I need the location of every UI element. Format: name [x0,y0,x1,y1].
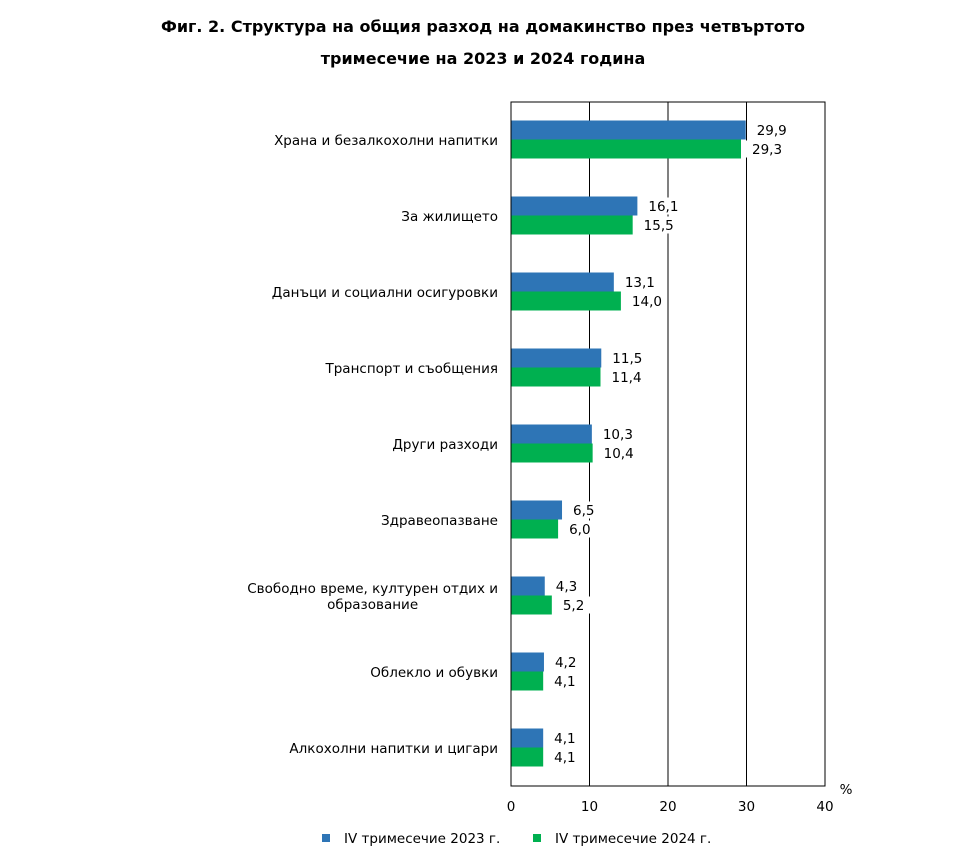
bar-s1-2 [511,291,621,311]
bar-s1-5 [511,519,559,539]
bar-label-bg-s1-2 [624,292,665,310]
bar-label-s1-4: 10,4 [604,446,634,462]
bar-label-s1-5: 6,0 [569,522,590,538]
x-tick-label-3: 30 [738,799,755,815]
bar-s0-3 [511,348,602,368]
bar-s0-5 [511,500,563,520]
category-label-4: Други разходи [392,437,498,453]
bar-s1-3 [511,367,601,387]
bar-label-bg-s0-3 [605,349,646,367]
bar-label-bg-s0-2 [617,273,658,291]
bar-s0-7 [511,652,544,672]
category-label-5: Здравеопазване [381,513,498,529]
category-label-6-line-1: образование [327,597,418,613]
category-label-2: Данъци и социални осигуровки [272,285,498,301]
legend-swatch-0 [322,834,330,842]
bar-label-s1-3: 11,4 [611,370,641,386]
chart-title-line-2: тримесечие на 2023 и 2024 година [320,49,646,68]
bar-label-s0-6: 4,3 [556,579,577,595]
bar-label-bg-s1-4 [596,444,637,462]
x-tick-label-1: 10 [581,799,598,815]
bar-s0-8 [511,728,544,748]
bar-s1-6 [511,595,552,615]
bar-label-s1-1: 15,5 [644,218,674,234]
x-tick-label-4: 40 [816,799,833,815]
bar-s1-7 [511,671,544,691]
legend-label-1: IV тримесечие 2024 г. [555,831,711,847]
bar-s1-4 [511,443,593,463]
bar-label-s1-0: 29,3 [752,142,782,158]
bar-s1-1 [511,215,633,235]
bar-label-s1-6: 5,2 [563,598,584,614]
bar-s1-0 [511,139,742,159]
bar-s0-2 [511,272,614,292]
bar-label-bg-s1-3 [604,368,645,386]
bar-label-s1-8: 4,1 [554,750,575,766]
category-label-6: Свободно време, културен отдих и [247,581,498,597]
bar-label-bg-s1-7 [547,672,588,690]
category-label-1: За жилището [401,209,498,225]
bar-label-bg-s1-8 [547,748,588,766]
bar-label-s0-7: 4,2 [555,655,576,671]
bar-s1-8 [511,747,544,767]
bar-label-bg-s0-6 [548,577,589,595]
bar-label-bg-s1-1 [636,216,677,234]
bar-label-s0-4: 10,3 [603,427,633,443]
bar-label-bg-s0-1 [641,197,682,215]
x-tick-label-2: 20 [659,799,676,815]
bar-label-s0-8: 4,1 [554,731,575,747]
bar-label-bg-s0-0 [749,121,790,139]
plot-area-border [510,101,826,787]
x-tick-label-0: 0 [507,799,516,815]
bar-label-bg-s1-0 [745,140,786,158]
bar-s0-0 [511,120,746,140]
legend-label-0: IV тримесечие 2023 г. [344,831,500,847]
bar-s0-6 [511,576,545,596]
category-label-7: Облекло и обувки [370,665,498,681]
bar-label-bg-s0-7 [547,653,588,671]
chart-title-line-1: Фиг. 2. Структура на общия разход на дом… [160,17,806,36]
bar-label-s0-0: 29,9 [757,123,787,139]
bar-label-s0-5: 6,5 [573,503,594,519]
bar-label-s0-2: 13,1 [625,275,655,291]
bar-label-s1-2: 14,0 [632,294,662,310]
bar-label-s1-7: 4,1 [554,674,575,690]
bar-label-bg-s1-6 [555,596,596,614]
bar-label-bg-s1-5 [562,520,603,538]
category-label-3: Транспорт и съобщения [324,361,498,377]
unit-label: % [840,782,853,798]
legend-swatch-1 [533,834,541,842]
bar-label-s0-1: 16,1 [648,199,678,215]
bar-label-bg-s0-4 [595,425,636,443]
bar-s0-1 [511,196,638,216]
bar-label-s0-3: 11,5 [612,351,642,367]
bar-s0-4 [511,424,592,444]
category-label-8: Алкохолни напитки и цигари [289,741,498,757]
category-label-0: Храна и безалкохолни напитки [274,133,498,149]
bar-label-bg-s0-8 [547,729,588,747]
bar-label-bg-s0-5 [566,501,607,519]
